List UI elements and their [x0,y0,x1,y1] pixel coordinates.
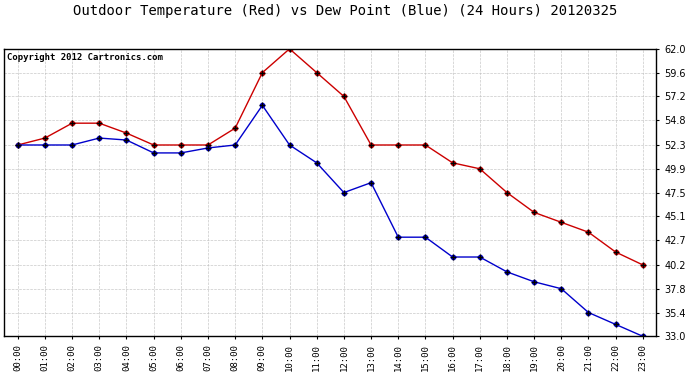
Text: Outdoor Temperature (Red) vs Dew Point (Blue) (24 Hours) 20120325: Outdoor Temperature (Red) vs Dew Point (… [73,4,617,18]
Text: Copyright 2012 Cartronics.com: Copyright 2012 Cartronics.com [8,53,164,62]
